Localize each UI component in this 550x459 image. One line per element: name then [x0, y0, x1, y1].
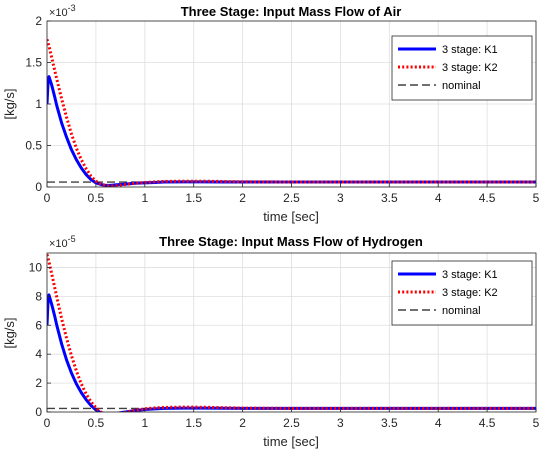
legend-label: 3 stage: K2 — [442, 287, 498, 299]
y-exponent: ×10-5 — [49, 234, 76, 250]
legend-label: nominal — [442, 305, 481, 317]
x-tick-label: 1.5 — [185, 191, 202, 205]
legend-label: 3 stage: K1 — [442, 269, 498, 281]
legend-label: 3 stage: K1 — [442, 44, 498, 56]
y-tick-label: 2 — [35, 14, 42, 28]
x-tick-label: 0.5 — [88, 191, 105, 205]
x-tick-label: 4 — [435, 416, 442, 430]
y-axis-label: [kg/s] — [2, 317, 17, 348]
y-axis-label: [kg/s] — [2, 88, 17, 119]
y-exponent-power: -5 — [68, 234, 76, 244]
y-tick-label: 10 — [29, 260, 43, 274]
x-tick-label: 1.5 — [185, 416, 202, 430]
x-tick-label: 2 — [239, 416, 246, 430]
series-line-3-stage-k2 — [47, 38, 536, 187]
chart-title: Three Stage: Input Mass Flow of Air — [181, 4, 402, 19]
x-tick-label: 4.5 — [479, 191, 496, 205]
y-exponent-base: ×10 — [49, 238, 68, 250]
ticks: 0 0.5 1 1.5 2 2.5 3 3.5 4 4.5 5 0 2 4 6 8 10 — [29, 260, 540, 430]
x-tick-label: 0.5 — [88, 416, 105, 430]
legend: 3 stage: K1 3 stage: K2 nominal — [391, 260, 533, 326]
x-tick-label: 3 — [337, 191, 344, 205]
x-tick-label: 3.5 — [381, 191, 398, 205]
legend-label: nominal — [442, 80, 481, 92]
x-tick-label: 3.5 — [381, 416, 398, 430]
x-axis-label: time [sec] — [263, 209, 319, 224]
x-tick-label: 2.5 — [283, 191, 300, 205]
legend-label: 3 stage: K2 — [442, 62, 498, 74]
y-tick-label: 0 — [35, 405, 42, 419]
y-tick-label: 1.5 — [25, 56, 42, 70]
x-tick-label: 1 — [141, 416, 148, 430]
x-tick-label: 1 — [141, 191, 148, 205]
x-tick-label: 5 — [533, 416, 540, 430]
y-exponent: ×10-3 — [49, 3, 76, 19]
y-tick-label: 6 — [35, 318, 42, 332]
series-lines — [47, 38, 536, 187]
series-line-3-stage-k2 — [47, 254, 536, 412]
ticks: 0 0.5 1 1.5 2 2.5 3 3.5 4 4.5 5 0 0.5 1 1.5 2 — [25, 14, 539, 205]
y-exponent-power: -3 — [68, 3, 76, 13]
y-tick-label: 0.5 — [25, 139, 42, 153]
x-tick-label: 5 — [533, 191, 540, 205]
y-tick-label: 1 — [35, 97, 42, 111]
x-tick-label: 2 — [239, 191, 246, 205]
y-tick-label: 0 — [35, 180, 42, 194]
y-tick-label: 4 — [35, 347, 42, 361]
x-axis-label: time [sec] — [263, 434, 319, 449]
x-tick-label: 2.5 — [283, 416, 300, 430]
hydrogen-flow-chart: 0 0.5 1 1.5 2 2.5 3 3.5 4 4.5 5 0 2 4 6 8 10 Three Stage… — [2, 234, 540, 449]
legend: 3 stage: K1 3 stage: K2 nominal — [391, 35, 533, 101]
y-tick-label: 2 — [35, 376, 42, 390]
y-exponent-base: ×10 — [49, 7, 68, 19]
x-tick-label: 0 — [44, 191, 51, 205]
y-tick-label: 8 — [35, 289, 42, 303]
x-tick-label: 4 — [435, 191, 442, 205]
x-tick-label: 0 — [44, 416, 51, 430]
x-tick-label: 4.5 — [479, 416, 496, 430]
air-flow-chart: 0 0.5 1 1.5 2 2.5 3 3.5 4 4.5 5 0 0.5 1 1.5 2 Three Sta… — [2, 3, 540, 224]
chart-title: Three Stage: Input Mass Flow of Hydrogen — [159, 234, 423, 249]
x-tick-label: 3 — [337, 416, 344, 430]
